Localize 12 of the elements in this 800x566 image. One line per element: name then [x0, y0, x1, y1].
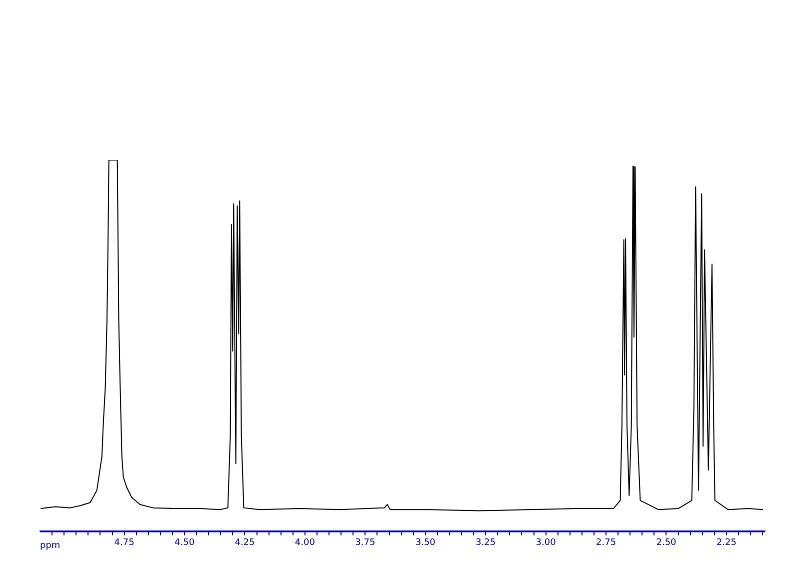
- x-tick-label: 4.25: [234, 538, 255, 548]
- x-tick-label: 4.00: [294, 538, 316, 548]
- x-tick-label: 2.50: [656, 538, 677, 548]
- x-tick-label: 3.50: [415, 538, 436, 548]
- x-tick-label: 2.75: [596, 538, 616, 548]
- x-tick-label: 3.00: [536, 538, 556, 548]
- x-tick-label: 2.25: [716, 538, 736, 548]
- x-tick-label: 3.75: [355, 538, 376, 548]
- x-tick-label: 3.25: [476, 538, 496, 548]
- x-tick-label: 4.75: [114, 538, 134, 548]
- x-axis-title: ppm: [40, 541, 60, 552]
- x-tick-label: 4.50: [174, 538, 195, 548]
